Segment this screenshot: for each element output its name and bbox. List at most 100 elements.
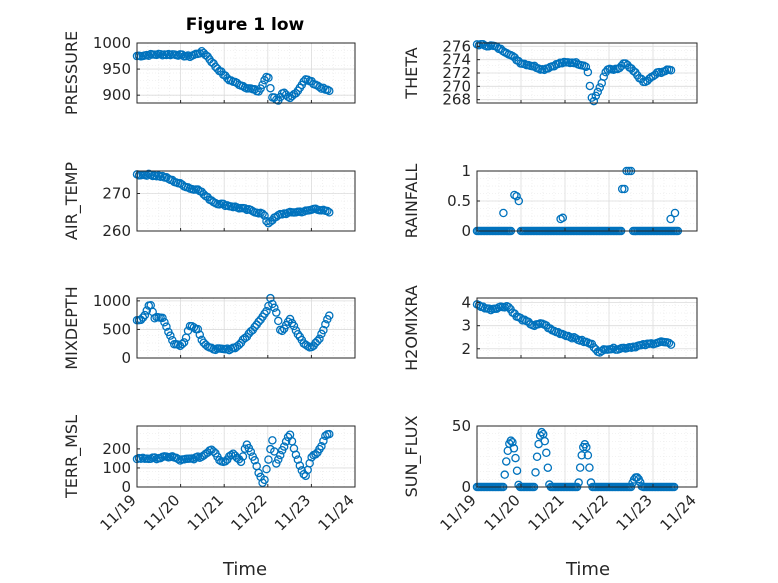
data-point [142,306,152,315]
data-point [291,450,301,460]
data-point [215,455,224,465]
data-point [258,209,267,218]
y-tick-label: 0 [121,349,131,367]
y-tick-label: 100 [102,459,131,477]
data-point [295,461,305,470]
y-tick-label: 1000 [93,292,131,310]
data-point [281,437,291,446]
y-tick-label: 270 [102,185,131,203]
data-point [177,339,187,349]
y-tick-label: 0 [121,478,131,496]
y-axis-label: PRESSURE [62,31,81,115]
data-point [246,447,256,457]
data-point [305,458,314,468]
x-axis-label-left: Time [222,559,267,580]
data-point [321,431,330,441]
data-point [236,457,246,467]
data-point [268,436,277,445]
panel-air_temp: 260 270 AIR_TEMP [62,162,356,240]
data-point [319,325,328,335]
data-point [484,304,494,313]
y-tick-label: 900 [102,86,131,104]
data-point [325,311,334,320]
data-point [179,338,189,347]
data-point [209,447,218,456]
data-point [581,62,591,72]
data-point [138,313,148,322]
data-point [275,450,285,460]
y-tick-label: 500 [102,320,131,338]
y-tick-label: 272 [442,64,471,82]
data-point [262,216,271,226]
data-point [274,455,283,464]
axes-box [476,425,698,488]
data-point [520,59,529,69]
data-point [607,344,616,354]
data-point [162,322,171,331]
data-point [315,334,324,344]
data-point [585,463,594,472]
data-point [542,448,551,458]
data-point [303,75,312,85]
data-point [238,452,248,461]
y-tick-label: 274 [442,51,471,69]
data-point [595,83,605,92]
data-point [609,343,618,353]
data-point [195,49,205,58]
data-point [478,302,488,311]
data-point [277,326,287,336]
data-point [260,211,269,220]
data-point [279,442,289,451]
data-point [303,341,312,351]
data-point [666,66,676,75]
y-tick-label: 0 [461,478,471,496]
panel-h2omixra: 2 3 4 H2OMIXRA [402,285,698,371]
data-point [553,59,563,69]
data-point [301,471,310,481]
panel-rainfall: 0 0.5 1 RAINFALL [402,162,698,240]
axes-box [136,425,356,488]
data-point [240,204,250,213]
data-point [500,470,509,479]
data-point [285,314,295,324]
data-point [512,191,521,201]
data-point [264,73,273,83]
data-point [511,453,520,463]
y-axis-label: THETA [402,47,421,99]
data-point [258,80,267,89]
y-tick-label: 0 [461,222,471,240]
y-tick-label: 1 [461,162,471,180]
data-point [173,51,183,60]
data-point [260,475,269,485]
data-point [670,208,680,218]
panel-pressure: 900 950 1000 PRESSURE [62,31,356,115]
y-tick-label: 3 [461,317,471,335]
data-point [270,447,279,456]
data-point [325,208,334,217]
data-point [144,51,154,60]
data-point [264,455,273,464]
y-tick-label: 1000 [93,34,131,52]
data-point [325,86,334,96]
data-point [599,72,608,81]
data-point [574,478,583,487]
y-tick-label: 260 [102,222,131,240]
y-axis-label: H2OMIXRA [402,285,421,371]
data-point [514,196,524,206]
data-point [509,444,519,453]
data-point [173,454,183,464]
y-axis-label: SUN_FLUX [402,416,422,498]
x-axis-label-right: Time [565,559,610,580]
data-point [666,340,676,349]
y-tick-label: 276 [442,37,471,55]
panel-mixdepth: 0 500 1000 MIXDEPTH [62,286,356,370]
data-point [189,323,199,332]
data-point [262,464,271,474]
axes-box [136,42,356,104]
data-point [299,77,309,86]
data-point [582,442,591,452]
data-point [313,336,322,346]
data-point [183,51,193,60]
